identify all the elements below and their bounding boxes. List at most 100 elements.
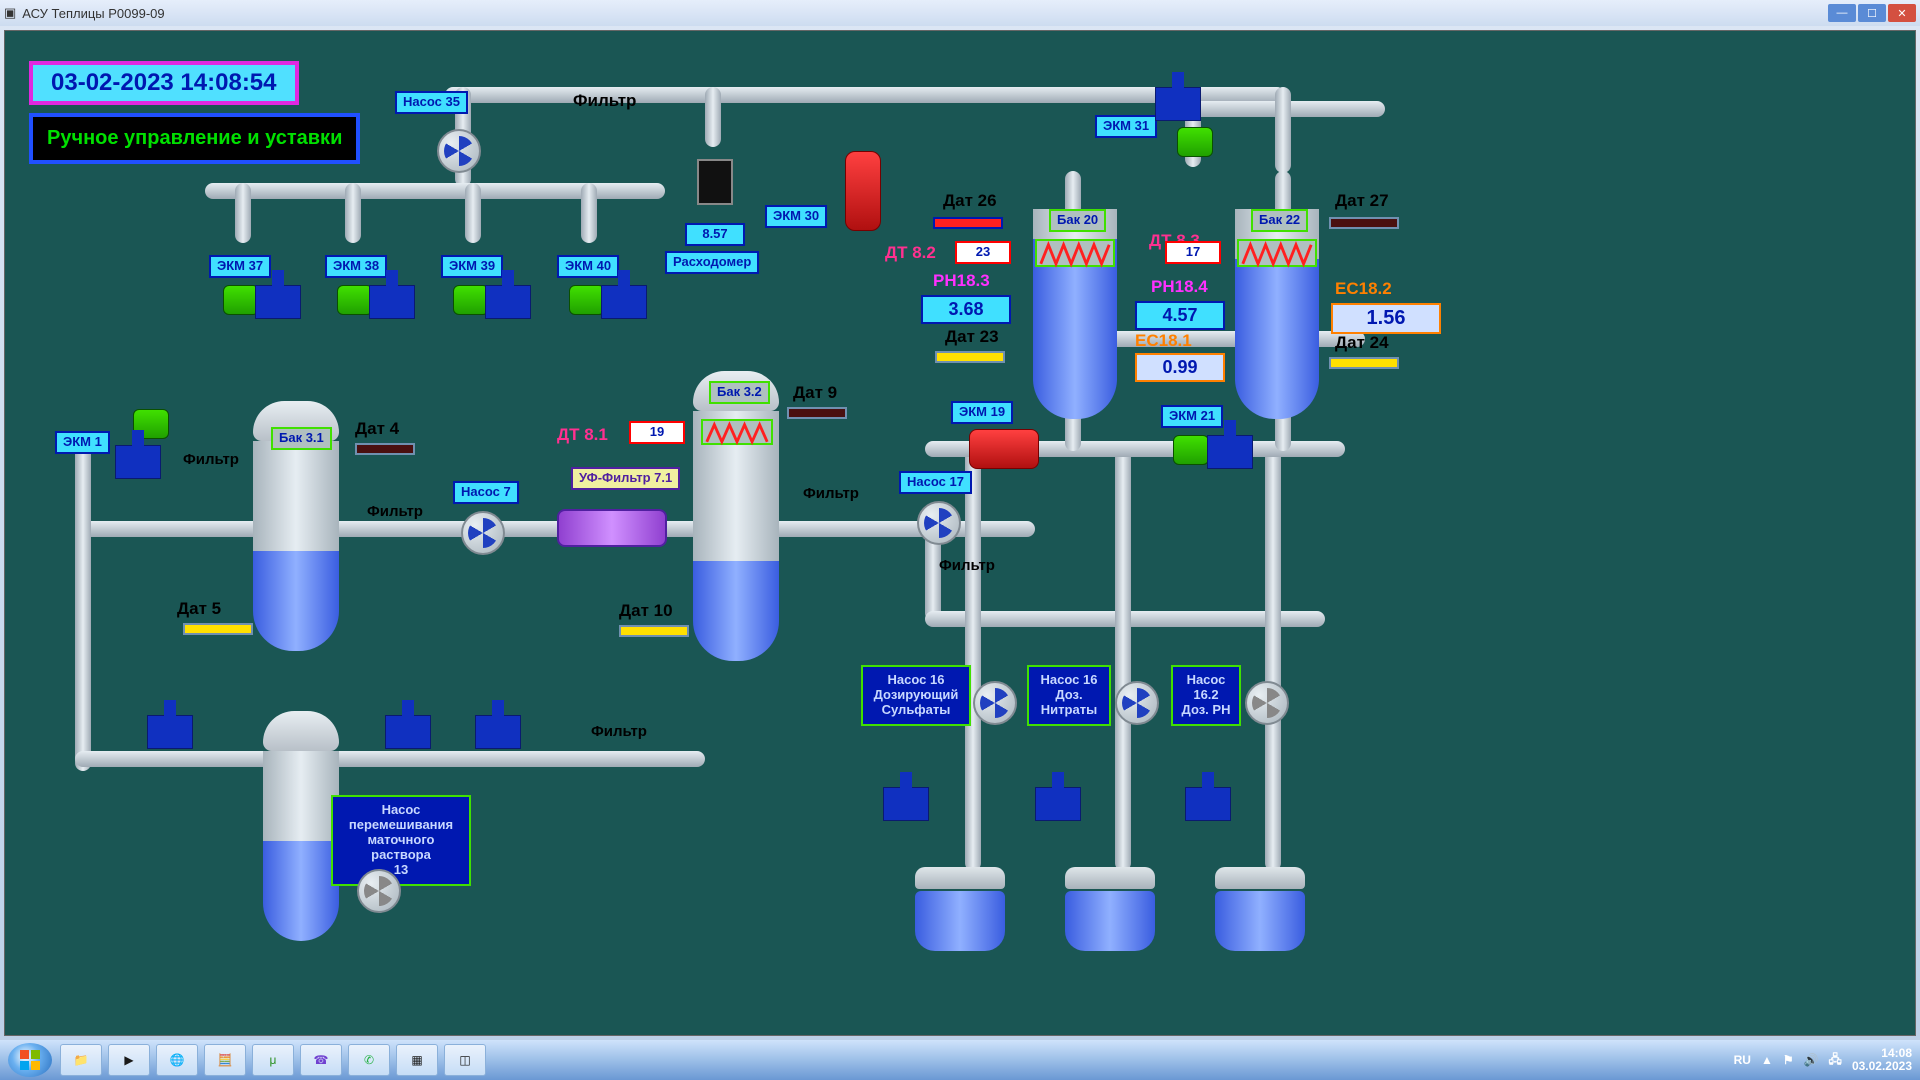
pump16-sulfates-label[interactable]: Насос 16 Дозирующий Сульфаты: [861, 665, 971, 726]
canister3-valve-icon: [1185, 787, 1231, 821]
dt81-value: 19: [629, 421, 685, 444]
uv-filter-label[interactable]: УФ-Фильтр 7.1: [571, 467, 680, 490]
tray-date: 03.02.2023: [1852, 1060, 1912, 1073]
dat23-label: Дат 23: [945, 327, 999, 347]
ekm37-valve-icon: [255, 285, 301, 319]
system-tray[interactable]: RU ▲ ⚑ 🔊 🖧 14:08 03.02.2023: [1734, 1047, 1912, 1073]
tray-network-icon[interactable]: 🖧: [1829, 1050, 1842, 1071]
pump17-label[interactable]: Насос 17: [899, 471, 972, 494]
tank32-icon: [693, 371, 779, 661]
ph183-label: PH18.3: [933, 271, 990, 291]
ec181-label: EC18.1: [1135, 331, 1192, 351]
dt83-value: 17: [1165, 241, 1221, 264]
task-explorer-icon[interactable]: 📁: [60, 1044, 102, 1076]
pump17-icon[interactable]: [917, 501, 961, 545]
tank22-heater-icon: [1237, 239, 1317, 267]
filter-bot-label: Фильтр: [591, 723, 647, 740]
scada-canvas: 03-02-2023 14:08:54 Ручное управление и …: [4, 30, 1916, 1036]
canister1-valve-icon: [883, 787, 929, 821]
ec182-value: 1.56: [1331, 303, 1441, 334]
ekm31-label[interactable]: ЭКМ 31: [1095, 115, 1157, 138]
dat27-bar: [1329, 217, 1399, 229]
task-chrome-icon[interactable]: 🌐: [156, 1044, 198, 1076]
mix-tank-icon: [263, 711, 339, 941]
ekm1-valve-icon: [115, 445, 161, 479]
ph183-value: 3.68: [921, 295, 1011, 324]
dat4-bar: [355, 443, 415, 455]
ekm38-motor-icon: [337, 285, 373, 315]
filter-mid-label: Фильтр: [367, 503, 423, 520]
pump13-icon[interactable]: [357, 869, 401, 913]
pump162-ph-icon[interactable]: [1245, 681, 1289, 725]
canister-3-icon: [1215, 867, 1305, 951]
ekm39-label[interactable]: ЭКМ 39: [441, 255, 503, 278]
ekm39-motor-icon: [453, 285, 489, 315]
dat23-bar: [935, 351, 1005, 363]
uv-filter-icon: [557, 509, 667, 547]
task-app1-icon[interactable]: ▦: [396, 1044, 438, 1076]
tray-action-icon[interactable]: ⚑: [1783, 1053, 1794, 1067]
ekm38-label[interactable]: ЭКМ 38: [325, 255, 387, 278]
ekm37-motor-icon: [223, 285, 259, 315]
bot-valve1-icon: [147, 715, 193, 749]
task-viber-icon[interactable]: ☎: [300, 1044, 342, 1076]
ekm40-label[interactable]: ЭКМ 40: [557, 255, 619, 278]
dat10-label: Дат 10: [619, 601, 673, 621]
pump16-sulfates-icon[interactable]: [973, 681, 1017, 725]
ekm40-motor-icon: [569, 285, 605, 315]
maximize-button[interactable]: ☐: [1858, 4, 1886, 22]
filter-mid2-label: Фильтр: [803, 485, 859, 502]
pump7-icon[interactable]: [461, 511, 505, 555]
bot-valve3-icon: [475, 715, 521, 749]
ph184-label: PH18.4: [1151, 277, 1208, 297]
minimize-button[interactable]: —: [1828, 4, 1856, 22]
dat9-bar: [787, 407, 847, 419]
ekm30-label[interactable]: ЭКМ 30: [765, 205, 827, 228]
ekm21-label[interactable]: ЭКМ 21: [1161, 405, 1223, 428]
manual-control-button[interactable]: Ручное управление и уставки: [29, 113, 360, 164]
pump35-label[interactable]: Насос 35: [395, 91, 468, 114]
dat26-bar: [933, 217, 1003, 229]
ekm19-label[interactable]: ЭКМ 19: [951, 401, 1013, 424]
task-utorrent-icon[interactable]: μ: [252, 1044, 294, 1076]
flow-sensor-icon: [697, 159, 733, 205]
ekm37-label[interactable]: ЭКМ 37: [209, 255, 271, 278]
ekm38-valve-icon: [369, 285, 415, 319]
tray-clock[interactable]: 14:08 03.02.2023: [1852, 1047, 1912, 1073]
pump16-nitrates-icon[interactable]: [1115, 681, 1159, 725]
filter-left-label: Фильтр: [183, 451, 239, 468]
dat27-label: Дат 27: [1335, 191, 1389, 211]
tray-up-icon[interactable]: ▲: [1761, 1053, 1773, 1067]
pump16-nitrates-label[interactable]: Насос 16 Доз. Нитраты: [1027, 665, 1111, 726]
pump162-ph-label[interactable]: Насос 16.2 Доз. PH: [1171, 665, 1241, 726]
window-title: АСУ Теплицы Р0099-09: [16, 6, 1828, 21]
pump35-icon[interactable]: [437, 129, 481, 173]
ekm31-motor-icon: [1177, 127, 1213, 157]
ph184-value: 4.57: [1135, 301, 1225, 330]
task-whatsapp-icon[interactable]: ✆: [348, 1044, 390, 1076]
canister-1-icon: [915, 867, 1005, 951]
titlebar: ▣ АСУ Теплицы Р0099-09 — ☐ ✕: [0, 0, 1920, 26]
pump13-label[interactable]: Насос перемешивания маточного раствора 1…: [331, 795, 471, 886]
ekm40-valve-icon: [601, 285, 647, 319]
close-button[interactable]: ✕: [1888, 4, 1916, 22]
filter-top-label: Фильтр: [573, 91, 636, 111]
flowmeter-label[interactable]: Расходомер: [665, 251, 759, 274]
tank22-label: Бак 22: [1251, 209, 1308, 232]
window-icon: ▣: [4, 5, 16, 21]
bot-valve2-icon: [385, 715, 431, 749]
dat24-bar: [1329, 357, 1399, 369]
tray-volume-icon[interactable]: 🔊: [1804, 1053, 1819, 1067]
task-media-icon[interactable]: ▶: [108, 1044, 150, 1076]
tank32-heater-icon: [701, 419, 773, 445]
dt81-label: ДТ 8.1: [557, 425, 608, 445]
tray-lang[interactable]: RU: [1734, 1053, 1751, 1067]
pump7-label[interactable]: Насос 7: [453, 481, 519, 504]
task-calc-icon[interactable]: 🧮: [204, 1044, 246, 1076]
tank31-label: Бак 3.1: [271, 427, 332, 450]
start-button[interactable]: [8, 1043, 52, 1077]
taskbar: 📁 ▶ 🌐 🧮 μ ☎ ✆ ▦ ◫ RU ▲ ⚑ 🔊 🖧 14:08 03.02…: [0, 1040, 1920, 1080]
task-app2-icon[interactable]: ◫: [444, 1044, 486, 1076]
canister-2-icon: [1065, 867, 1155, 951]
ekm1-label[interactable]: ЭКМ 1: [55, 431, 110, 454]
